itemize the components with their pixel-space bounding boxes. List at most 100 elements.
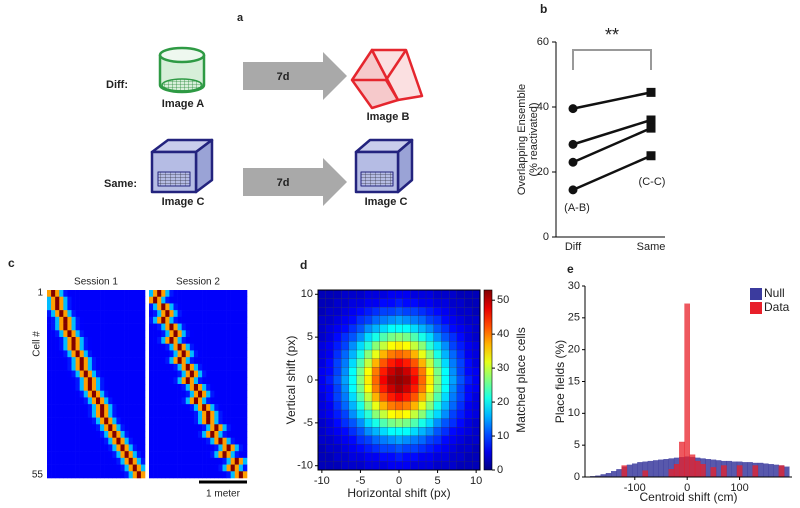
raster-cell — [79, 330, 85, 338]
heat-cell — [410, 384, 419, 394]
heat-cell — [371, 367, 381, 377]
raster-cell — [47, 437, 52, 445]
raster-cell — [206, 296, 211, 304]
raster-cell — [202, 437, 207, 445]
heat-cell — [402, 341, 411, 351]
raster-cell — [91, 404, 97, 412]
raster-cell — [100, 290, 105, 298]
raster-cell — [189, 296, 195, 304]
raster-cell — [108, 451, 113, 459]
raster-cell — [51, 303, 56, 311]
raster-cell — [206, 290, 211, 298]
y-axis-label: Cell # — [32, 331, 43, 357]
raster-cell — [222, 410, 227, 418]
panel-letter: a — [237, 12, 244, 24]
x-tick-label: 0 — [396, 475, 402, 487]
raster-cell — [157, 397, 162, 405]
raster-cell — [226, 464, 231, 472]
marker — [646, 87, 656, 97]
hist-bar — [689, 454, 696, 478]
raster-cell — [91, 337, 97, 345]
heat-cell — [317, 418, 327, 428]
raster-cell — [140, 410, 146, 418]
heat-cell — [387, 307, 396, 317]
heat-cell — [371, 375, 381, 385]
raster-cell — [91, 424, 97, 432]
heat-cell — [441, 315, 450, 325]
colorbar-tick-label: 10 — [497, 430, 509, 442]
raster-cell — [79, 431, 85, 439]
raster-cell — [63, 457, 68, 465]
raster-cell — [136, 471, 142, 479]
hist-bar — [616, 469, 622, 478]
heat-cell — [325, 349, 334, 359]
raster-cell — [83, 464, 89, 472]
heat-cell — [472, 367, 481, 377]
raster-cell — [124, 417, 129, 425]
raster-cell — [206, 404, 211, 412]
heat-cell — [456, 392, 465, 402]
raster-cell — [128, 303, 134, 311]
raster-cell — [185, 451, 191, 459]
raster-cell — [165, 457, 170, 465]
raster-cell — [193, 343, 199, 351]
heat-cell — [395, 324, 404, 334]
raster-cell — [55, 290, 60, 298]
heat-cell — [348, 435, 357, 445]
raster-cell — [136, 330, 142, 338]
raster-cell — [112, 410, 117, 418]
raster-cell — [214, 410, 219, 418]
heat-cell — [333, 358, 342, 368]
raster-cell — [169, 397, 174, 405]
heat-cell — [418, 332, 427, 342]
heat-cell — [341, 427, 350, 437]
raster-cell — [185, 337, 191, 345]
heat-cell — [364, 358, 373, 368]
raster-cell — [75, 303, 80, 311]
heat-cell — [395, 461, 404, 471]
raster-cell — [124, 357, 129, 365]
raster-cell — [136, 390, 142, 398]
raster-cell — [193, 350, 199, 358]
heat-cell — [456, 452, 465, 462]
raster-cell — [67, 424, 72, 432]
raster-cell — [112, 451, 117, 459]
raster-cell — [226, 417, 231, 425]
raster-cell — [226, 471, 231, 479]
raster-cell — [173, 330, 178, 338]
raster-cell — [185, 296, 191, 304]
raster-cell — [177, 303, 182, 311]
raster-cell — [71, 410, 76, 418]
raster-cell — [120, 451, 125, 459]
raster-cell — [218, 303, 223, 311]
raster-cell — [112, 316, 117, 324]
raster-cell — [206, 377, 211, 385]
raster-cell — [242, 410, 248, 418]
heat-cell — [456, 461, 465, 471]
raster-cell — [149, 377, 154, 385]
marker — [646, 115, 656, 125]
raster-cell — [96, 363, 101, 371]
raster-cell — [153, 464, 158, 472]
raster-cell — [59, 290, 64, 298]
raster-cell — [136, 363, 142, 371]
raster-cell — [214, 343, 219, 351]
raster-cell — [91, 464, 97, 472]
raster-cell — [165, 431, 170, 439]
raster-cell — [91, 457, 97, 465]
raster-cell — [242, 464, 248, 472]
raster-cell — [169, 357, 174, 365]
raster-cell — [136, 343, 142, 351]
raster-cell — [71, 343, 76, 351]
raster-cell — [128, 437, 134, 445]
raster-cell — [234, 350, 240, 358]
raster-cell — [128, 397, 134, 405]
raster-cell — [87, 316, 93, 324]
raster-cell — [189, 444, 195, 452]
raster-cell — [210, 310, 215, 318]
heat-cell — [341, 384, 350, 394]
raster-cell — [83, 424, 89, 432]
raster-cell — [238, 390, 244, 398]
raster-cell — [214, 323, 219, 331]
raster-cell — [218, 410, 223, 418]
